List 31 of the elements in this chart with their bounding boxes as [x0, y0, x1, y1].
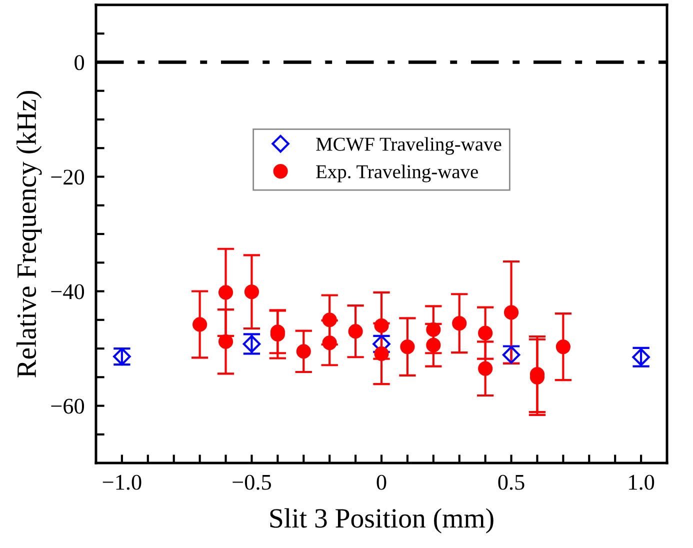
point: [452, 316, 467, 331]
point: [322, 312, 337, 328]
point: [426, 338, 441, 352]
point: [478, 361, 493, 376]
x-axis-title: Slit 3 Position (mm): [270, 508, 494, 534]
point: [400, 340, 415, 354]
x-tick-label: −1.0: [102, 474, 142, 490]
y-tick-label: −60: [51, 398, 84, 414]
point: [218, 334, 234, 349]
point: [478, 326, 493, 340]
point: [348, 324, 363, 339]
x-tick-label: 1.0: [629, 474, 654, 490]
y-tick-label: 0: [74, 55, 84, 70]
point: [556, 340, 570, 354]
point: [374, 318, 389, 333]
point: [296, 344, 311, 359]
y-axis-title: Relative Frequency (kHz): [16, 90, 42, 378]
legend-label: MCWF Traveling-wave: [316, 137, 502, 155]
point: [218, 285, 234, 300]
point: [192, 317, 208, 332]
point: [374, 346, 389, 361]
point: [244, 284, 260, 300]
y-tick-label: −40: [51, 284, 84, 300]
point: [504, 305, 519, 320]
x-tick-label: 0.5: [498, 474, 524, 490]
y-tick-label: −20: [51, 170, 84, 185]
x-tick-label: −0.5: [232, 474, 272, 490]
point: [426, 322, 441, 337]
x-tick-label: 0: [376, 474, 386, 490]
point: [322, 336, 337, 350]
legend-label: Exp. Traveling-wave: [316, 164, 478, 182]
